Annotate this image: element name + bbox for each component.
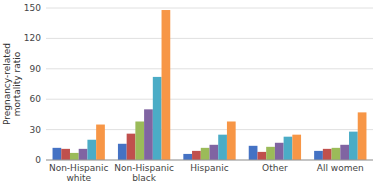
bar xyxy=(201,148,210,160)
bar xyxy=(79,149,88,160)
bar xyxy=(70,153,79,160)
y-tick-label: 150 xyxy=(24,3,41,13)
x-axis xyxy=(46,160,373,161)
bar xyxy=(135,121,144,160)
bar xyxy=(358,112,367,160)
bar xyxy=(227,121,236,160)
bar xyxy=(323,149,332,160)
bar xyxy=(87,140,96,160)
bar xyxy=(218,135,227,160)
grid-line xyxy=(46,38,373,39)
x-tick-label: Non-Hispanicblack xyxy=(114,163,174,183)
bar xyxy=(192,151,201,160)
y-tick-label: 90 xyxy=(30,64,42,74)
x-tick-label: Other xyxy=(262,163,288,173)
bar xyxy=(61,149,70,160)
bar xyxy=(257,152,266,160)
bar xyxy=(118,144,127,160)
bar xyxy=(162,10,171,160)
bar xyxy=(266,147,275,160)
bar xyxy=(349,132,358,160)
bar xyxy=(292,135,301,160)
bar xyxy=(210,145,219,160)
grid-line xyxy=(46,99,373,100)
bar xyxy=(314,151,323,160)
y-tick-label: 30 xyxy=(30,125,42,135)
y-tick-label: 60 xyxy=(30,94,42,104)
grid-line xyxy=(46,129,373,130)
y-tick-label: 0 xyxy=(35,155,41,165)
bar xyxy=(340,145,349,160)
bar xyxy=(144,109,153,160)
x-tick-label: Non-Hispanicwhite xyxy=(49,163,109,183)
grid-line xyxy=(46,160,373,161)
grid xyxy=(46,8,373,160)
bar xyxy=(127,134,136,160)
grid-line xyxy=(46,8,373,9)
bar xyxy=(153,77,162,160)
x-tick-label: All women xyxy=(317,163,364,173)
chart: 0 30 60 90 120 150 Non-HispanicwhiteNon-Hispan… xyxy=(0,0,379,186)
bars xyxy=(53,10,367,160)
bar xyxy=(96,125,105,160)
bar xyxy=(275,143,284,160)
bar xyxy=(332,148,341,160)
bar xyxy=(183,154,192,160)
bar xyxy=(284,137,293,160)
bar xyxy=(249,146,258,160)
bar xyxy=(53,148,62,160)
y-tick-label: 120 xyxy=(24,33,41,43)
x-tick-label: Hispanic xyxy=(190,163,228,173)
grid-line xyxy=(46,68,373,69)
chart-container: 0 30 60 90 120 150 Non-HispanicwhiteNon-Hispan… xyxy=(0,0,379,186)
y-axis-label: Pregnancy-relatedmortality ratio xyxy=(2,43,22,125)
